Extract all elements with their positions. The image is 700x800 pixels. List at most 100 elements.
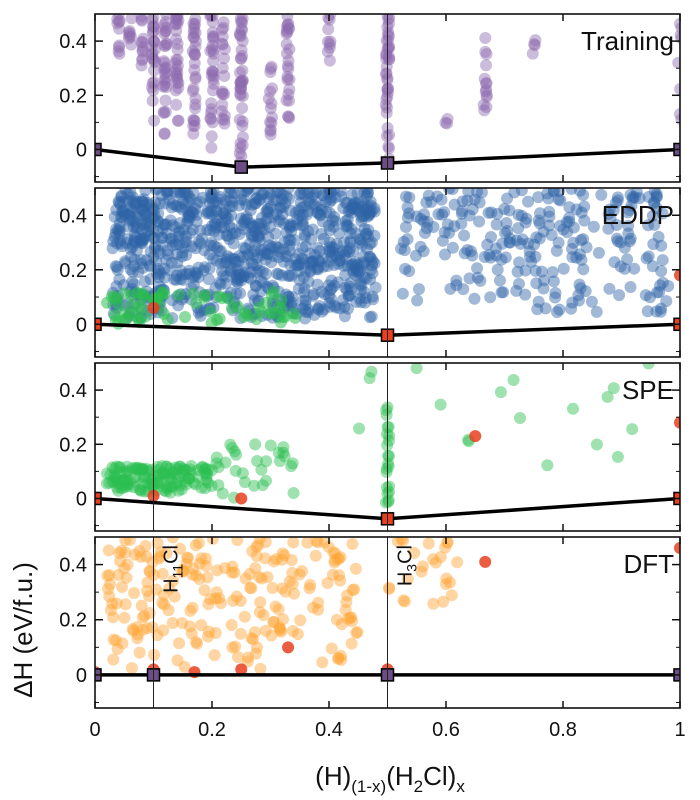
data-point [357, 250, 370, 263]
panel-title: Training [581, 26, 674, 56]
data-point [359, 292, 372, 305]
data-point [130, 222, 143, 235]
data-point [235, 15, 248, 28]
data-point [228, 188, 241, 200]
data-point [259, 537, 272, 549]
data-point [285, 225, 298, 238]
data-point [154, 475, 167, 488]
data-point [280, 226, 293, 239]
data-point [124, 242, 137, 255]
data-point [575, 206, 588, 219]
data-point [178, 468, 191, 481]
series-dft-0 [101, 537, 364, 675]
data-point [248, 245, 261, 258]
data-point [241, 655, 254, 668]
data-point [234, 594, 247, 607]
data-point [161, 188, 174, 197]
data-point [450, 274, 463, 287]
data-point [573, 278, 586, 291]
data-point [335, 618, 348, 631]
data-point [353, 264, 366, 277]
data-point [532, 214, 545, 227]
data-point [143, 590, 156, 603]
data-point [148, 114, 161, 127]
data-point [501, 192, 514, 205]
data-point [254, 221, 267, 234]
data-point [674, 17, 680, 30]
data-point [154, 550, 167, 563]
data-point [169, 18, 182, 31]
data-point [137, 623, 150, 636]
data-point [323, 224, 336, 237]
data-point [146, 204, 159, 217]
data-point [234, 76, 247, 89]
data-point [410, 210, 423, 223]
data-point [344, 236, 357, 249]
data-point [126, 265, 139, 278]
data-point [171, 476, 184, 489]
data-point [126, 191, 139, 204]
data-point [162, 248, 175, 261]
data-point [650, 305, 663, 318]
data-point [130, 463, 143, 476]
data-point [141, 576, 154, 589]
data-point [455, 217, 468, 230]
data-point [262, 92, 275, 105]
data-point [206, 219, 219, 232]
data-point [183, 209, 196, 222]
data-point [143, 199, 156, 212]
data-point [643, 291, 656, 304]
data-point [171, 200, 184, 213]
data-point [124, 202, 137, 215]
data-point [207, 47, 220, 60]
data-point [256, 276, 269, 289]
data-point [183, 472, 196, 485]
data-point [434, 398, 447, 411]
panel-frame [94, 536, 681, 709]
data-point [128, 260, 141, 273]
data-point [109, 227, 122, 240]
data-point [192, 470, 205, 483]
data-point [361, 188, 374, 200]
data-point [219, 277, 232, 290]
data-point [158, 56, 171, 69]
data-point [382, 50, 395, 63]
data-point [514, 237, 527, 250]
data-point [313, 255, 326, 268]
data-point [349, 562, 362, 575]
data-point [156, 239, 169, 252]
data-point [158, 262, 171, 275]
data-point [553, 303, 566, 316]
data-point [395, 537, 408, 545]
data-point [199, 466, 212, 479]
data-point [466, 249, 479, 262]
data-point [520, 212, 533, 225]
data-point [199, 482, 212, 495]
data-point [642, 191, 655, 204]
data-point [281, 70, 294, 83]
data-point [204, 239, 217, 252]
data-point [118, 611, 131, 624]
data-point [245, 257, 258, 270]
data-point [125, 213, 138, 226]
data-point [311, 206, 324, 219]
data-point [189, 242, 202, 255]
data-point [135, 599, 148, 612]
data-point [577, 263, 590, 276]
data-point [513, 256, 526, 269]
data-point [126, 238, 139, 251]
data-point [463, 209, 476, 222]
data-point [549, 291, 562, 304]
data-point [204, 188, 217, 198]
data-point [323, 38, 336, 51]
data-point [136, 203, 149, 216]
data-point [237, 269, 250, 282]
data-point [255, 188, 268, 201]
data-point [258, 223, 271, 236]
data-point [349, 201, 362, 214]
data-point [113, 217, 126, 230]
data-point [149, 240, 162, 253]
data-point [116, 637, 129, 650]
series-training-15 [477, 32, 493, 117]
data-point [623, 204, 636, 217]
